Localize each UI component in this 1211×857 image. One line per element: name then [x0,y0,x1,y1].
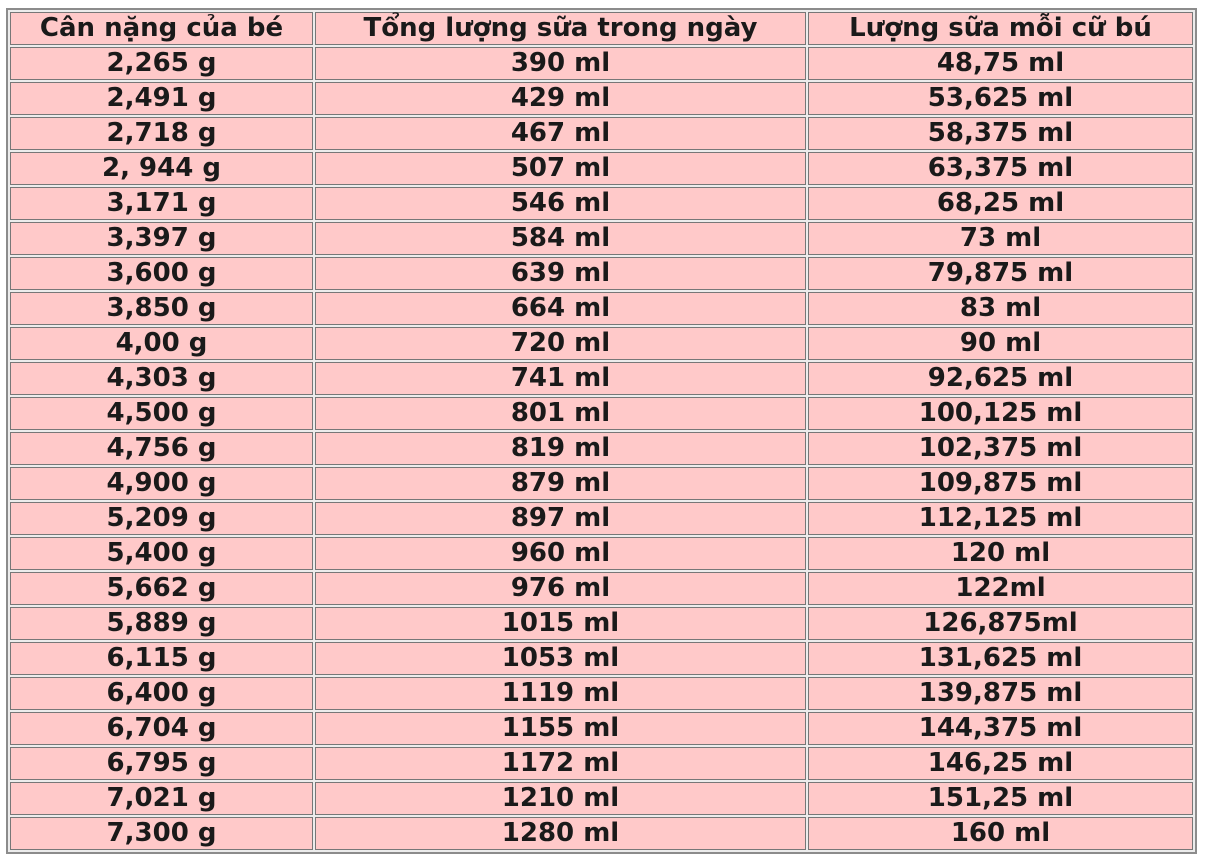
cell-milk-per-feed: 90 ml [808,327,1193,360]
cell-daily-total-milk: 390 ml [315,47,806,80]
cell-baby-weight: 6,704 g [10,712,313,745]
table-row: 2, 944 g 507 ml 63,375 ml [10,152,1193,185]
table-row: 3,850 g 664 ml 83 ml [10,292,1193,325]
cell-baby-weight: 5,889 g [10,607,313,640]
cell-milk-per-feed: 146,25 ml [808,747,1193,780]
cell-milk-per-feed: 139,875 ml [808,677,1193,710]
cell-daily-total-milk: 1280 ml [315,817,806,850]
cell-milk-per-feed: 63,375 ml [808,152,1193,185]
table-row: 3,171 g 546 ml 68,25 ml [10,187,1193,220]
table-row: 3,600 g 639 ml 79,875 ml [10,257,1193,290]
cell-daily-total-milk: 819 ml [315,432,806,465]
cell-baby-weight: 5,662 g [10,572,313,605]
cell-daily-total-milk: 976 ml [315,572,806,605]
cell-milk-per-feed: 131,625 ml [808,642,1193,675]
cell-milk-per-feed: 160 ml [808,817,1193,850]
table-row: 6,704 g 1155 ml 144,375 ml [10,712,1193,745]
cell-baby-weight: 3,171 g [10,187,313,220]
cell-baby-weight: 3,850 g [10,292,313,325]
cell-milk-per-feed: 109,875 ml [808,467,1193,500]
cell-daily-total-milk: 1119 ml [315,677,806,710]
cell-baby-weight: 3,397 g [10,222,313,255]
cell-daily-total-milk: 1210 ml [315,782,806,815]
cell-baby-weight: 6,795 g [10,747,313,780]
cell-baby-weight: 4,756 g [10,432,313,465]
table-row: 5,400 g 960 ml 120 ml [10,537,1193,570]
table-row: 2,718 g 467 ml 58,375 ml [10,117,1193,150]
cell-daily-total-milk: 1172 ml [315,747,806,780]
cell-daily-total-milk: 639 ml [315,257,806,290]
cell-milk-per-feed: 151,25 ml [808,782,1193,815]
cell-milk-per-feed: 68,25 ml [808,187,1193,220]
cell-daily-total-milk: 429 ml [315,82,806,115]
cell-daily-total-milk: 546 ml [315,187,806,220]
header-daily-total-milk: Tổng lượng sữa trong ngày [315,12,806,45]
cell-daily-total-milk: 467 ml [315,117,806,150]
table-row: 4,500 g 801 ml 100,125 ml [10,397,1193,430]
cell-daily-total-milk: 1053 ml [315,642,806,675]
table-header-row: Cân nặng của bé Tổng lượng sữa trong ngà… [10,12,1193,45]
cell-milk-per-feed: 83 ml [808,292,1193,325]
cell-daily-total-milk: 879 ml [315,467,806,500]
milk-intake-table-frame: Cân nặng của bé Tổng lượng sữa trong ngà… [6,8,1197,854]
cell-baby-weight: 5,400 g [10,537,313,570]
cell-baby-weight: 4,00 g [10,327,313,360]
cell-milk-per-feed: 144,375 ml [808,712,1193,745]
cell-daily-total-milk: 584 ml [315,222,806,255]
table-row: 7,021 g 1210 ml 151,25 ml [10,782,1193,815]
table-row: 5,209 g 897 ml 112,125 ml [10,502,1193,535]
header-baby-weight: Cân nặng của bé [10,12,313,45]
milk-intake-table: Cân nặng của bé Tổng lượng sữa trong ngà… [8,10,1195,852]
cell-milk-per-feed: 73 ml [808,222,1193,255]
table-row: 4,900 g 879 ml 109,875 ml [10,467,1193,500]
table-row: 3,397 g 584 ml 73 ml [10,222,1193,255]
cell-daily-total-milk: 1155 ml [315,712,806,745]
table-row: 4,756 g 819 ml 102,375 ml [10,432,1193,465]
cell-baby-weight: 4,500 g [10,397,313,430]
cell-baby-weight: 2,265 g [10,47,313,80]
cell-daily-total-milk: 1015 ml [315,607,806,640]
cell-daily-total-milk: 720 ml [315,327,806,360]
table-row: 2,265 g 390 ml 48,75 ml [10,47,1193,80]
cell-daily-total-milk: 801 ml [315,397,806,430]
table-row: 6,400 g 1119 ml 139,875 ml [10,677,1193,710]
cell-milk-per-feed: 126,875ml [808,607,1193,640]
cell-baby-weight: 3,600 g [10,257,313,290]
cell-milk-per-feed: 92,625 ml [808,362,1193,395]
cell-baby-weight: 6,400 g [10,677,313,710]
cell-daily-total-milk: 897 ml [315,502,806,535]
cell-baby-weight: 2,718 g [10,117,313,150]
table-row: 6,115 g 1053 ml 131,625 ml [10,642,1193,675]
table-row: 5,662 g 976 ml 122ml [10,572,1193,605]
table-row: 2,491 g 429 ml 53,625 ml [10,82,1193,115]
cell-baby-weight: 4,303 g [10,362,313,395]
cell-milk-per-feed: 102,375 ml [808,432,1193,465]
cell-baby-weight: 6,115 g [10,642,313,675]
cell-baby-weight: 5,209 g [10,502,313,535]
cell-daily-total-milk: 741 ml [315,362,806,395]
cell-milk-per-feed: 79,875 ml [808,257,1193,290]
cell-milk-per-feed: 112,125 ml [808,502,1193,535]
cell-baby-weight: 2,491 g [10,82,313,115]
cell-milk-per-feed: 53,625 ml [808,82,1193,115]
cell-milk-per-feed: 122ml [808,572,1193,605]
cell-daily-total-milk: 507 ml [315,152,806,185]
cell-milk-per-feed: 58,375 ml [808,117,1193,150]
table-body: 2,265 g 390 ml 48,75 ml 2,491 g 429 ml 53,625… [10,47,1193,850]
cell-baby-weight: 7,300 g [10,817,313,850]
header-milk-per-feed: Lượng sữa mỗi cữ bú [808,12,1193,45]
table-row: 6,795 g 1172 ml 146,25 ml [10,747,1193,780]
table-row: 4,00 g 720 ml 90 ml [10,327,1193,360]
cell-milk-per-feed: 100,125 ml [808,397,1193,430]
table-row: 7,300 g 1280 ml 160 ml [10,817,1193,850]
table-row: 5,889 g 1015 ml 126,875ml [10,607,1193,640]
cell-daily-total-milk: 960 ml [315,537,806,570]
cell-baby-weight: 2, 944 g [10,152,313,185]
cell-milk-per-feed: 48,75 ml [808,47,1193,80]
cell-daily-total-milk: 664 ml [315,292,806,325]
cell-baby-weight: 7,021 g [10,782,313,815]
cell-milk-per-feed: 120 ml [808,537,1193,570]
table-row: 4,303 g 741 ml 92,625 ml [10,362,1193,395]
cell-baby-weight: 4,900 g [10,467,313,500]
